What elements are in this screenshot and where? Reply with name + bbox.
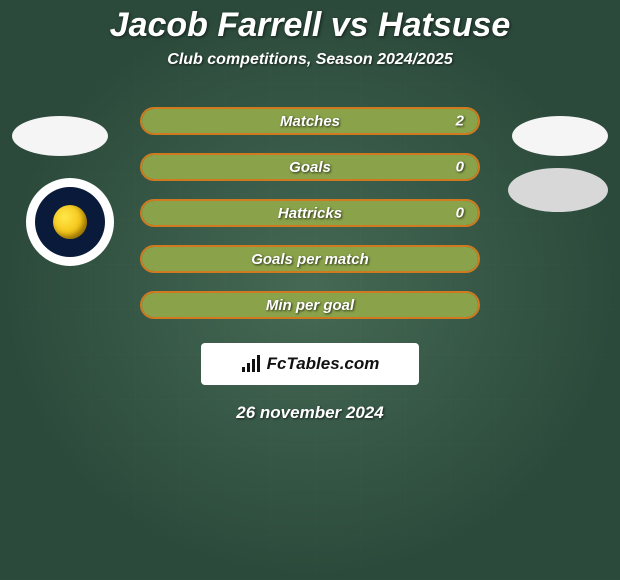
- stat-row: Goals 0: [140, 153, 480, 181]
- club-left-badge: [26, 178, 114, 266]
- brand-box: FcTables.com: [201, 343, 419, 385]
- page-title: Jacob Farrell vs Hatsuse: [0, 0, 620, 45]
- club-left-badge-inner: [35, 187, 105, 257]
- stat-row: Hattricks 0: [140, 199, 480, 227]
- stat-label: Hattricks: [278, 205, 342, 222]
- stat-value: 2: [456, 113, 464, 130]
- brand-text: FcTables.com: [267, 354, 380, 374]
- stat-label: Min per goal: [266, 297, 354, 314]
- stat-value: 0: [456, 159, 464, 176]
- page-subtitle: Club competitions, Season 2024/2025: [0, 51, 620, 69]
- date-label: 26 november 2024: [0, 403, 620, 423]
- player-right-avatar: [512, 116, 608, 156]
- stat-label: Matches: [280, 113, 340, 130]
- brand-bars-icon: [241, 355, 263, 373]
- stat-row: Matches 2: [140, 107, 480, 135]
- stat-label: Goals per match: [251, 251, 369, 268]
- player-left-avatar: [12, 116, 108, 156]
- stat-row: Min per goal: [140, 291, 480, 319]
- club-right-badge: [508, 168, 608, 212]
- club-left-badge-ball-icon: [53, 205, 87, 239]
- stat-label: Goals: [289, 159, 331, 176]
- stat-row: Goals per match: [140, 245, 480, 273]
- stat-value: 0: [456, 205, 464, 222]
